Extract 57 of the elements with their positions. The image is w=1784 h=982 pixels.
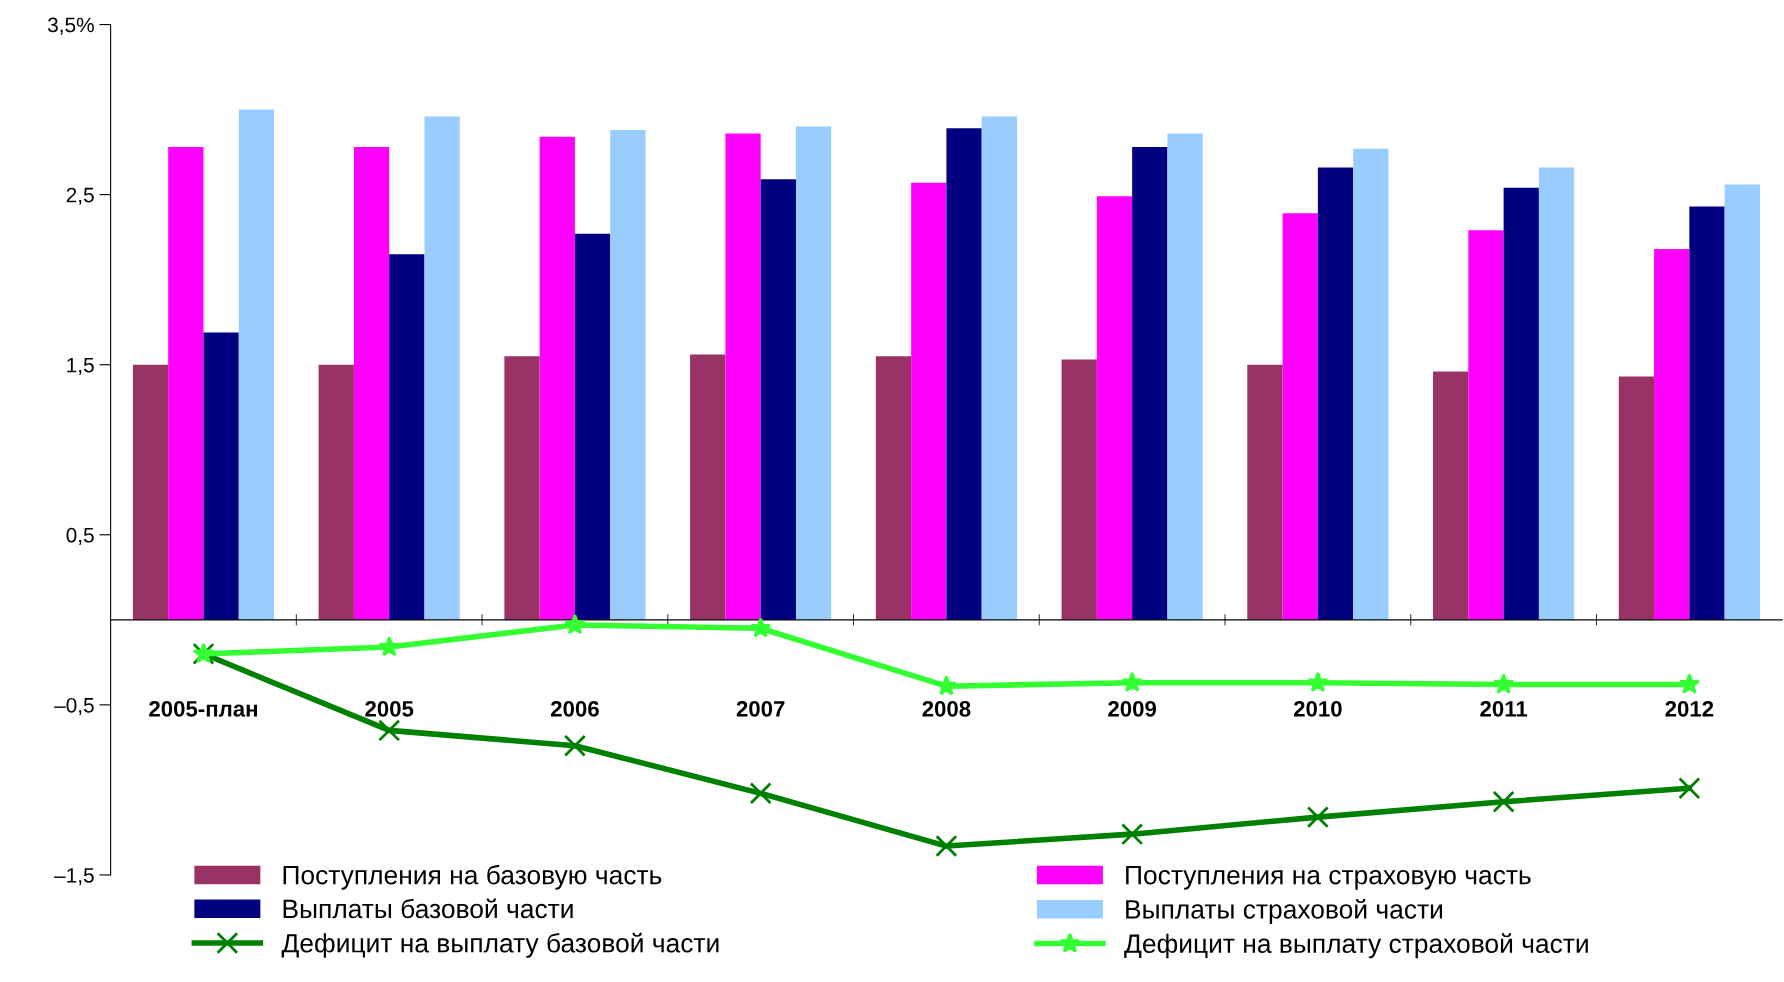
bar	[1689, 206, 1725, 620]
x-tick-label: 2005-план	[149, 700, 257, 717]
y-tick-label: –0,5	[54, 697, 94, 716]
x-tick-label: 2006	[551, 700, 599, 717]
bar	[946, 128, 982, 620]
x-tick-label: 2007	[736, 700, 785, 717]
x-tick-label: 2005	[365, 700, 414, 717]
bar	[1096, 196, 1133, 620]
bar	[1724, 184, 1760, 620]
legend-label: Поступления на страховую часть	[1126, 866, 1531, 890]
bar	[1503, 187, 1539, 620]
bar	[168, 147, 204, 620]
legend-label: Дефицит на выплату страховой части	[1124, 933, 1588, 959]
bar	[690, 354, 726, 620]
bar	[1317, 167, 1354, 620]
bar	[238, 109, 275, 620]
legend-label: Дефицит на выплату базовой части	[281, 932, 719, 958]
legend-label: Выплаты базовой части	[283, 898, 573, 919]
bar	[610, 130, 646, 620]
y-tick-label: 0,5	[66, 527, 94, 546]
legend-label: Поступления на базовую часть	[283, 864, 662, 890]
bar	[203, 332, 239, 620]
legend-label: Выплаты страховой части	[1126, 898, 1443, 924]
x-tick-label: 2009	[1108, 700, 1157, 717]
bar	[1618, 376, 1655, 620]
bar	[1061, 359, 1097, 620]
bar	[389, 254, 425, 620]
bar	[981, 116, 1017, 620]
bar	[725, 133, 761, 620]
y-tick-label: –1,5	[54, 868, 94, 886]
bar	[795, 126, 832, 620]
bar	[760, 179, 796, 620]
bar	[132, 364, 169, 620]
bar	[1538, 167, 1575, 620]
bar	[539, 136, 575, 620]
bar	[1282, 213, 1318, 620]
bar	[1468, 230, 1504, 620]
bar	[1353, 148, 1389, 620]
bar	[504, 356, 540, 620]
bar	[574, 233, 611, 620]
bar	[424, 116, 460, 620]
x-tick-label: 2012	[1665, 700, 1714, 717]
bar	[318, 364, 354, 620]
bar	[875, 356, 912, 620]
bar	[353, 147, 390, 620]
x-tick-label: 2008	[922, 700, 971, 717]
x-tick-label: 2011	[1480, 700, 1528, 717]
y-tick-label: 3,5%	[47, 17, 94, 35]
bar	[1132, 147, 1168, 620]
bar	[911, 182, 947, 620]
y-tick-label: 1,5	[67, 357, 94, 375]
x-tick-label: 2010	[1293, 700, 1342, 717]
bar	[1654, 249, 1690, 620]
bar	[1433, 371, 1469, 620]
bar	[1247, 364, 1283, 620]
y-tick-label: 2,5	[66, 187, 94, 205]
bar	[1167, 133, 1203, 620]
